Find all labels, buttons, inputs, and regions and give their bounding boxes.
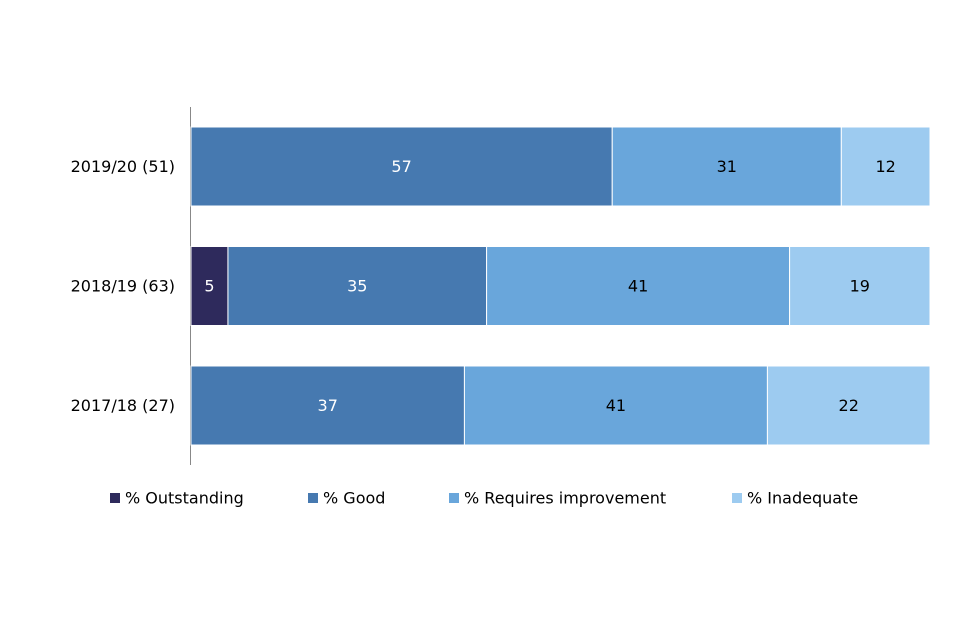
bar-segment xyxy=(486,246,791,326)
data-label: 22 xyxy=(839,396,859,415)
category-label: 2018/19 (63) xyxy=(71,277,175,296)
data-label: 35 xyxy=(347,277,367,296)
legend-swatch xyxy=(449,493,459,503)
data-label: 57 xyxy=(391,157,411,176)
bar-segment xyxy=(463,365,768,446)
bar-segment xyxy=(190,365,465,446)
bar-segment xyxy=(840,126,931,207)
category-labels: 2019/20 (51) 2018/19 (63) 2017/18 (27) xyxy=(71,157,175,415)
bar-segments xyxy=(190,126,931,446)
legend-label: % Good xyxy=(323,489,385,508)
category-label: 2017/18 (27) xyxy=(71,396,175,415)
data-label: 41 xyxy=(606,396,626,415)
data-label: 5 xyxy=(204,277,214,296)
bar-segment xyxy=(190,126,613,207)
data-label: 19 xyxy=(850,277,870,296)
data-label: 37 xyxy=(318,396,338,415)
bar-segment xyxy=(766,365,931,446)
bar-segment xyxy=(611,126,842,207)
bar-segment xyxy=(789,246,931,326)
data-label: 12 xyxy=(875,157,895,176)
legend: % Outstanding % Good % Requires improvemen… xyxy=(110,489,858,508)
category-label: 2019/20 (51) xyxy=(71,157,175,176)
legend-label: % Requires improvement xyxy=(464,489,666,508)
data-label: 31 xyxy=(717,157,737,176)
legend-label: % Outstanding xyxy=(125,489,244,508)
legend-swatch xyxy=(732,493,742,503)
data-labels: 57 31 12 5 35 41 19 37 41 22 xyxy=(204,157,895,415)
legend-label: % Inadequate xyxy=(747,489,858,508)
data-label: 41 xyxy=(628,277,648,296)
legend-swatch xyxy=(308,493,318,503)
legend-swatch xyxy=(110,493,120,503)
